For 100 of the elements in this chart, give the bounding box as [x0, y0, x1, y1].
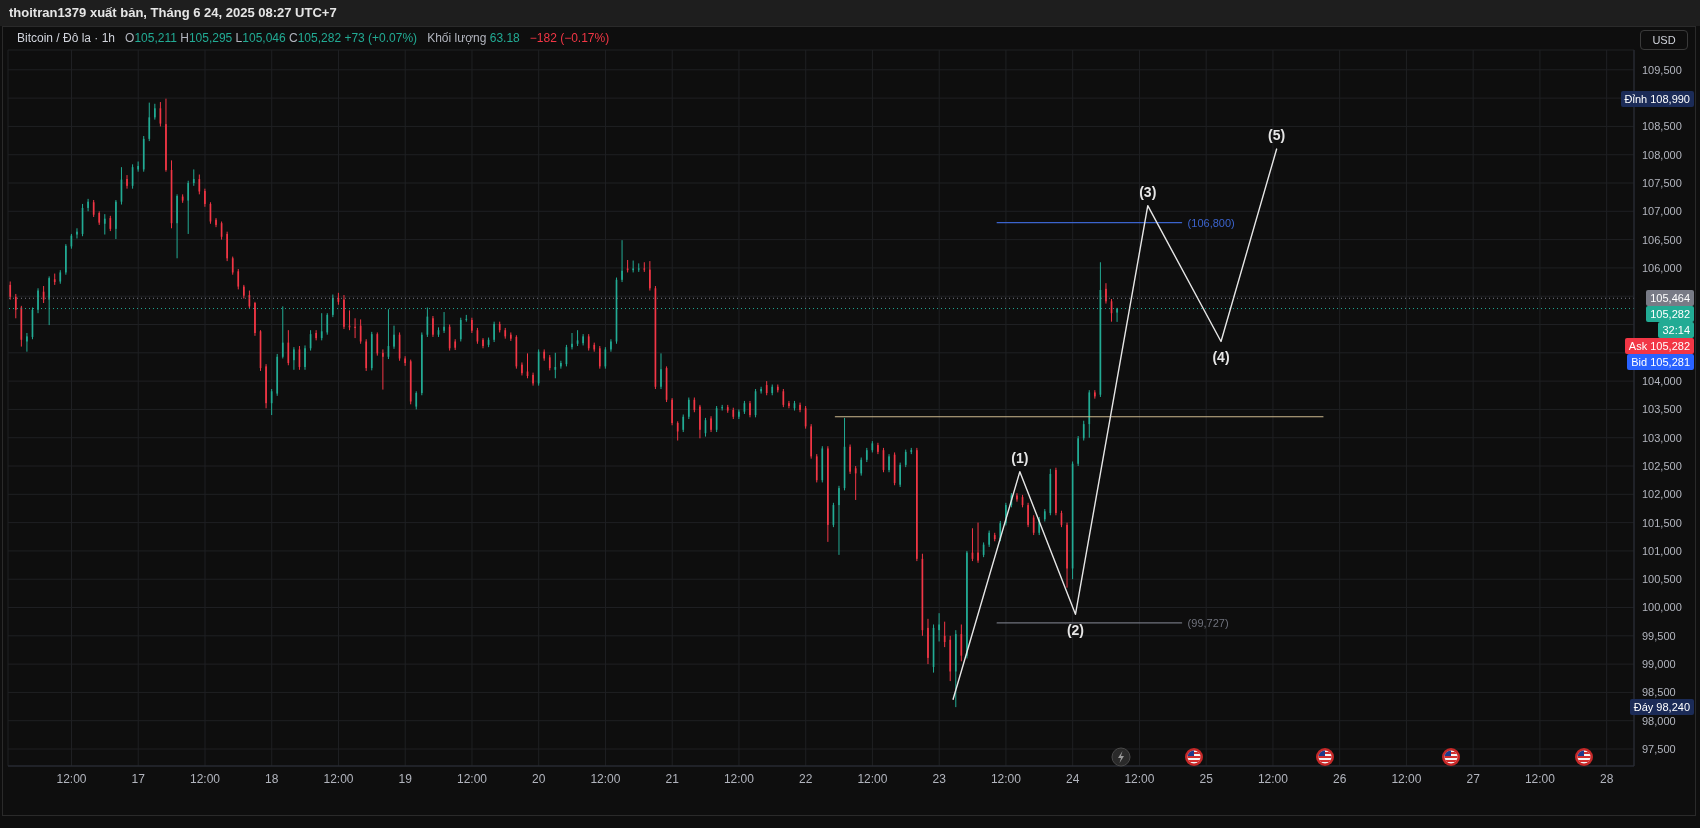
- candlestick: [610, 338, 612, 353]
- candlestick: [231, 256, 234, 276]
- candlestick: [243, 284, 245, 299]
- x-tick-label: 18: [265, 771, 279, 786]
- candlestick: [343, 294, 345, 330]
- y-tick-label: 108,000: [1642, 148, 1682, 161]
- candlestick: [420, 331, 423, 396]
- x-tick-label: 12:00: [1257, 771, 1289, 786]
- candlestick: [315, 329, 317, 341]
- candlestick: [459, 317, 462, 342]
- candlestick: [860, 457, 863, 477]
- candlestick: [598, 345, 601, 370]
- candlestick: [509, 331, 512, 342]
- y-tick-label: 100,000: [1642, 601, 1682, 614]
- candlestick: [877, 442, 879, 455]
- annotation: (2): [1066, 622, 1085, 639]
- x-tick-label: 12:00: [56, 771, 87, 786]
- candlestick: [471, 317, 473, 334]
- candlestick: [382, 348, 384, 391]
- candlestick: [676, 420, 679, 442]
- y-tick-label: 108,500: [1642, 120, 1682, 133]
- candlestick: [415, 390, 418, 410]
- candlestick: [148, 102, 151, 142]
- x-tick-label: 24: [1066, 771, 1080, 786]
- candlestick: [988, 530, 990, 548]
- y-tick-label: 102,000: [1642, 488, 1682, 501]
- y-tick-label: 99,500: [1642, 629, 1676, 642]
- candlestick: [326, 312, 329, 336]
- candlestick: [632, 260, 635, 273]
- y-tick-label: 101,000: [1642, 544, 1682, 557]
- y-tick-label: 107,000: [1642, 205, 1682, 218]
- chart-title: Bitcoin / Đô la · 1h: [17, 31, 116, 45]
- candlestick: [376, 331, 379, 357]
- x-tick-label: 23: [932, 771, 947, 786]
- candlestick: [304, 344, 306, 371]
- candlestick: [14, 293, 17, 319]
- y-tick-label: 104,000: [1642, 375, 1682, 388]
- candlestick: [788, 400, 790, 409]
- x-tick-label: 21: [665, 771, 680, 786]
- x-tick-label: 12:00: [590, 771, 621, 786]
- candlestick: [187, 180, 190, 235]
- candlestick: [532, 372, 534, 387]
- candlestick: [87, 198, 89, 212]
- candlestick: [854, 465, 857, 501]
- candlestick: [660, 352, 662, 390]
- candlestick: [582, 333, 584, 346]
- candlestick: [738, 408, 740, 420]
- x-tick-label: 28: [1599, 771, 1614, 786]
- candlestick: [1027, 502, 1029, 528]
- candlestick: [265, 363, 267, 409]
- y-tick-label: 107,500: [1642, 176, 1682, 189]
- annotation: Đỉnh 108,990: [1620, 90, 1694, 107]
- x-tick-label: 27: [1466, 771, 1481, 786]
- data-label: (106,800): [1187, 216, 1235, 229]
- y-tick-label: 101,500: [1642, 516, 1682, 529]
- candlestick: [521, 361, 523, 376]
- y-tick-label: 106,000: [1642, 261, 1682, 274]
- candlestick: [482, 337, 484, 349]
- text: 32:14: [1658, 322, 1694, 339]
- text: O105,211 H105,295 L105,046 C105,282 +73 (+0.07%): [125, 31, 418, 45]
- y-axis-title: USD: [1640, 30, 1688, 50]
- candlestick: [26, 332, 28, 353]
- candlestick: [237, 268, 240, 290]
- candlestick: [799, 402, 801, 413]
- x-tick-label: 22: [799, 771, 813, 786]
- candlestick: [815, 453, 818, 483]
- candlestick: [103, 213, 106, 236]
- candlestick: [287, 329, 290, 366]
- y-tick-label: 103,500: [1642, 403, 1682, 416]
- candlestick: [899, 462, 901, 488]
- candlestick: [154, 103, 156, 121]
- candlestick: [226, 231, 228, 262]
- candlestick: [649, 260, 651, 292]
- y-tick-label: 98,500: [1642, 686, 1676, 699]
- candlestick: [760, 386, 762, 395]
- candlestick: [1066, 522, 1068, 589]
- candlestick: [1094, 389, 1096, 400]
- candlestick: [393, 325, 395, 350]
- candlestick: [404, 355, 406, 367]
- candlestick: [571, 332, 573, 350]
- candlestick: [838, 485, 840, 556]
- x-tick-label: 12:00: [1124, 771, 1155, 786]
- x-tick-label: 12:00: [723, 771, 755, 786]
- candlestick: [354, 317, 356, 339]
- x-tick-label: 19: [398, 771, 413, 786]
- annotation: Ask 105,282: [1624, 338, 1694, 355]
- line-series: [952, 148, 1278, 700]
- x-tick-label: 26: [1332, 771, 1347, 786]
- annotation: (1): [1011, 449, 1029, 466]
- candlestick: [710, 415, 712, 433]
- candlestick: [621, 239, 623, 283]
- candlestick: [320, 312, 323, 341]
- candlestick: [115, 199, 117, 240]
- annotation: (5): [1268, 127, 1286, 144]
- x-tick-label: 12:00: [857, 771, 888, 786]
- candlestick: [493, 321, 495, 343]
- candlestick: [76, 227, 78, 239]
- x-tick-label: 12:00: [456, 771, 488, 786]
- candlestick: [749, 400, 751, 418]
- candlestick: [977, 522, 979, 564]
